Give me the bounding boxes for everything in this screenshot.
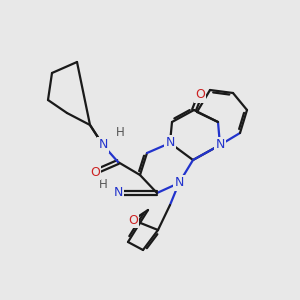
Text: O: O (128, 214, 138, 226)
Text: H: H (99, 178, 107, 191)
Text: N: N (174, 176, 184, 190)
Text: O: O (195, 88, 205, 101)
Text: N: N (113, 187, 123, 200)
Text: N: N (165, 136, 175, 149)
Text: H: H (116, 125, 124, 139)
Text: N: N (98, 139, 108, 152)
Text: N: N (215, 139, 225, 152)
Text: O: O (90, 166, 100, 178)
